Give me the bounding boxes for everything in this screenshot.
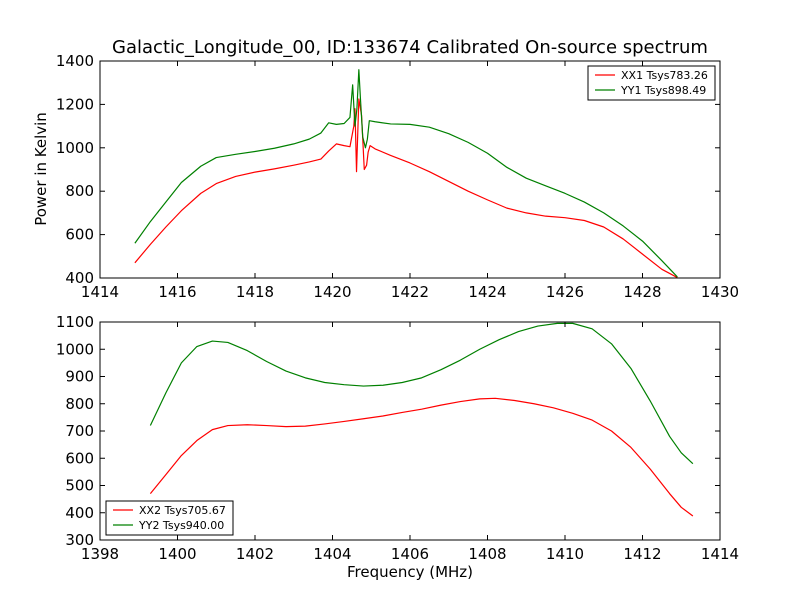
x-tick-label: 1416 bbox=[158, 283, 196, 301]
series-line-2 bbox=[134, 69, 678, 278]
series-line-2 bbox=[149, 322, 694, 465]
x-tick-label: 1424 bbox=[468, 283, 506, 301]
legend: XX1 Tsys783.26 YY1 Tsys898.49 bbox=[587, 65, 716, 101]
legend-box bbox=[587, 65, 716, 101]
y-tick-label: 400 bbox=[65, 504, 94, 522]
x-tick-label: 1404 bbox=[313, 545, 351, 563]
x-tick-label: 1408 bbox=[468, 545, 506, 563]
x-tick-label: 1422 bbox=[391, 283, 429, 301]
x-tick-label: 1430 bbox=[701, 283, 739, 301]
legend-box bbox=[105, 500, 234, 536]
legend-label: XX2 Tsys705.67 bbox=[139, 504, 226, 517]
legend-label: YY2 Tsys940.00 bbox=[138, 519, 224, 532]
chart-title: Galactic_Longitude_00, ID:133674 Calibra… bbox=[112, 37, 708, 58]
y-tick-label: 1000 bbox=[56, 340, 94, 358]
x-tick-label: 1400 bbox=[158, 545, 196, 563]
series-line-1 bbox=[149, 397, 694, 517]
x-tick-label: 1426 bbox=[546, 283, 584, 301]
x-tick-label: 1412 bbox=[623, 545, 661, 563]
y-tick-label: 1200 bbox=[56, 95, 94, 113]
legend-label: YY1 Tsys898.49 bbox=[620, 84, 706, 97]
x-axis-label-bottom: Frequency (MHz) bbox=[347, 563, 473, 581]
y-tick-label: 400 bbox=[65, 269, 94, 287]
y-tick-label: 500 bbox=[65, 477, 94, 495]
x-tick-label: 1402 bbox=[236, 545, 274, 563]
y-axis-label-top: Power in Kelvin bbox=[32, 112, 50, 226]
x-tick-label: 1428 bbox=[623, 283, 661, 301]
x-tick-label: 1406 bbox=[391, 545, 429, 563]
y-tick-label: 1400 bbox=[56, 52, 94, 70]
x-tick-label: 1414 bbox=[81, 283, 119, 301]
series-line-1 bbox=[134, 98, 678, 279]
y-tick-label: 900 bbox=[65, 368, 94, 386]
x-tick-label: 1398 bbox=[81, 545, 119, 563]
y-tick-label: 800 bbox=[65, 182, 94, 200]
x-tick-label: 1410 bbox=[546, 545, 584, 563]
x-tick-label: 1420 bbox=[313, 283, 351, 301]
bottom-spectrum-plot: Frequency (MHz) 1398 1400 1402 1404 1406 1408… bbox=[56, 313, 739, 581]
y-tick-label: 1000 bbox=[56, 139, 94, 157]
legend: XX2 Tsys705.67 YY2 Tsys940.00 bbox=[105, 500, 234, 536]
y-tick-label: 800 bbox=[65, 395, 94, 413]
y-tick-label: 1100 bbox=[56, 313, 94, 331]
x-tick-label: 1418 bbox=[236, 283, 274, 301]
y-tick-label: 600 bbox=[65, 226, 94, 244]
top-spectrum-plot: Power in Kelvin 1414 1416 1418 1420 1422 1424… bbox=[32, 52, 739, 301]
legend-label: XX1 Tsys783.26 bbox=[621, 69, 708, 82]
y-tick-label: 600 bbox=[65, 449, 94, 467]
y-tick-label: 700 bbox=[65, 422, 94, 440]
x-tick-label: 1414 bbox=[701, 545, 739, 563]
y-tick-label: 300 bbox=[65, 531, 94, 549]
